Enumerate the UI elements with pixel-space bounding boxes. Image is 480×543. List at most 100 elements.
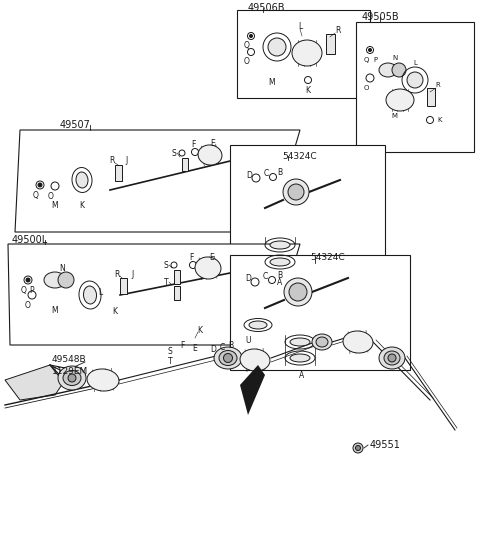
Circle shape [38,183,42,187]
Ellipse shape [84,286,96,304]
Text: A: A [277,277,283,287]
Text: 49505B: 49505B [362,12,400,22]
Text: S: S [168,348,172,357]
Ellipse shape [290,338,310,346]
Text: B: B [228,340,234,350]
Bar [174,286,180,300]
Circle shape [353,443,363,453]
Text: A: A [300,370,305,380]
Text: L: L [413,60,417,66]
Ellipse shape [240,349,270,371]
Ellipse shape [388,354,396,362]
Text: O: O [48,192,54,200]
Ellipse shape [379,347,405,369]
Ellipse shape [292,40,322,66]
Ellipse shape [316,337,328,347]
Bar [326,34,335,54]
Text: J: J [132,269,134,279]
Circle shape [250,35,252,37]
Ellipse shape [76,172,88,188]
Circle shape [26,278,30,282]
Text: L: L [98,287,102,296]
Circle shape [407,72,423,88]
Text: F: F [180,340,184,350]
Text: R: R [336,26,341,35]
Text: T: T [168,357,172,367]
Text: D: D [245,274,251,282]
Ellipse shape [270,241,290,249]
Text: B: B [277,270,283,280]
Ellipse shape [58,366,86,390]
Text: O: O [244,56,250,66]
Circle shape [284,278,312,306]
Text: Q: Q [33,191,39,199]
Text: 54324C: 54324C [282,151,317,161]
Text: D: D [210,344,216,353]
Text: P: P [373,57,377,63]
Ellipse shape [290,354,310,362]
Text: R: R [114,269,120,279]
Ellipse shape [44,272,66,288]
Text: K: K [112,306,118,315]
Polygon shape [240,365,265,415]
Ellipse shape [68,374,76,382]
Polygon shape [230,255,410,370]
Text: E: E [211,138,216,148]
Ellipse shape [384,351,400,365]
Text: M: M [391,113,397,119]
Bar [427,88,435,106]
Text: 49500L: 49500L [12,235,48,245]
Text: M: M [52,200,58,210]
Text: 49507: 49507 [60,120,91,130]
Text: C: C [264,168,269,178]
Polygon shape [356,22,474,152]
Ellipse shape [224,353,232,363]
Text: E: E [192,344,197,352]
Text: O: O [363,85,369,91]
Circle shape [356,445,360,451]
Polygon shape [237,10,370,98]
Text: 49506B: 49506B [248,3,286,13]
Ellipse shape [219,350,237,365]
Text: 49551: 49551 [370,440,401,450]
Text: F: F [189,252,193,262]
Text: E: E [210,252,215,262]
Circle shape [289,283,307,301]
Polygon shape [5,365,65,400]
Text: K: K [197,325,203,334]
Circle shape [283,179,309,205]
Text: M: M [269,78,276,86]
Bar [115,165,122,181]
Ellipse shape [386,89,414,111]
Circle shape [58,272,74,288]
Text: T: T [164,277,168,287]
Text: R: R [436,82,440,88]
Text: S: S [172,148,176,157]
Ellipse shape [198,145,222,165]
Ellipse shape [63,370,81,386]
Text: K: K [80,200,84,210]
Ellipse shape [214,347,242,369]
Circle shape [288,184,304,200]
Text: O: O [25,300,31,310]
Ellipse shape [270,258,290,266]
Text: Q: Q [21,286,27,294]
Text: L: L [298,22,302,30]
Text: 1129EM: 1129EM [52,368,88,376]
Ellipse shape [312,334,332,350]
Text: 54324C: 54324C [310,252,345,262]
Ellipse shape [249,321,267,329]
Ellipse shape [195,257,221,279]
Text: M: M [52,306,58,314]
Circle shape [369,48,372,52]
Circle shape [392,63,406,77]
Text: Q: Q [244,41,250,49]
Text: J: J [126,155,128,165]
Ellipse shape [87,369,119,391]
Text: C: C [263,272,268,281]
Text: R: R [109,155,115,165]
Text: D: D [246,171,252,180]
Text: C: C [219,343,225,351]
Text: N: N [392,55,397,61]
Ellipse shape [379,63,397,77]
